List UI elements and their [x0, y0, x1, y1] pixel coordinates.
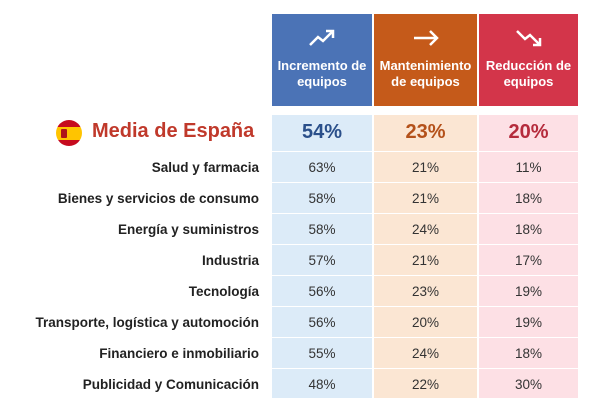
average-increase: 54% [301, 121, 343, 143]
cell-maintain: 24% [411, 346, 440, 361]
table-row: Publicidad y Comunicación 48% 22% 30% [0, 369, 605, 400]
maintain-column-bg [374, 115, 477, 398]
header-reduce-label: Reducción de equipos [485, 58, 572, 89]
row-divider [272, 306, 578, 307]
cell-increase: 58% [308, 191, 336, 206]
sector-label: Salud y farmacia [151, 160, 259, 175]
row-divider [272, 368, 578, 369]
sector-label: Bienes y servicios de consumo [57, 191, 259, 206]
table-row: Bienes y servicios de consumo 58% 21% 18% [0, 183, 605, 214]
sector-label: Tecnología [188, 284, 259, 299]
sector-label: Publicidad y Comunicación [82, 377, 259, 392]
table-row: Transporte, logística y automoción 56% 20%… [0, 307, 605, 338]
header-increase-label: Incremento de equipos [277, 58, 367, 89]
table-row: Salud y farmacia 63% 21% 11% [0, 152, 605, 183]
cell-increase: 63% [308, 160, 336, 175]
table-row: Financiero e inmobiliario 55% 24% 18% [0, 338, 605, 369]
sector-label: Transporte, logística y automoción [35, 315, 259, 330]
trend-up-icon [309, 29, 335, 46]
cell-maintain: 21% [411, 160, 440, 175]
row-divider [272, 337, 578, 338]
cell-increase: 57% [308, 253, 336, 268]
row-divider [272, 151, 578, 152]
cell-maintain: 22% [411, 377, 440, 392]
header-maintain: Mantenimiento de equipos [374, 14, 477, 106]
row-divider [272, 213, 578, 214]
cell-reduce: 19% [514, 315, 543, 330]
average-title: Media de España [92, 120, 255, 142]
table-row: Tecnología 56% 23% 19% [0, 276, 605, 307]
cell-reduce: 19% [514, 284, 543, 299]
cell-increase: 56% [308, 315, 336, 330]
cell-reduce: 17% [514, 253, 543, 268]
cell-maintain: 24% [411, 222, 440, 237]
cell-reduce: 18% [514, 222, 543, 237]
cell-maintain: 23% [411, 284, 440, 299]
trend-down-icon [515, 30, 541, 47]
row-divider [272, 182, 578, 183]
cell-reduce: 18% [514, 346, 543, 361]
cell-reduce: 11% [515, 160, 542, 175]
cell-increase: 58% [308, 222, 336, 237]
cell-maintain: 20% [411, 315, 440, 330]
header-reduce: Reducción de equipos [479, 14, 578, 106]
sector-label: Energía y suministros [117, 222, 259, 237]
header-increase: Incremento de equipos [272, 14, 372, 106]
cell-maintain: 21% [411, 191, 440, 206]
spain-flag-icon [56, 120, 82, 146]
sector-label: Financiero e inmobiliario [99, 346, 259, 361]
header-maintain-label: Mantenimiento de equipos [379, 58, 472, 89]
reduce-column-bg [479, 115, 578, 398]
cell-reduce: 18% [514, 191, 543, 206]
table-row: Industria 57% 21% 17% [0, 245, 605, 276]
cell-maintain: 21% [411, 253, 440, 268]
increase-column-bg [272, 115, 372, 398]
table-row: Energía y suministros 58% 24% 18% [0, 214, 605, 245]
sector-label: Industria [201, 253, 259, 268]
cell-increase: 55% [308, 346, 336, 361]
cell-reduce: 30% [514, 377, 543, 392]
average-row: Media de España 54% 23% 20% [0, 115, 605, 150]
cell-increase: 48% [308, 377, 336, 392]
row-divider [272, 275, 578, 276]
average-reduce: 20% [508, 121, 549, 143]
arrow-right-icon [413, 30, 439, 46]
cell-increase: 56% [308, 284, 336, 299]
average-maintain: 23% [405, 121, 446, 143]
row-divider [272, 244, 578, 245]
